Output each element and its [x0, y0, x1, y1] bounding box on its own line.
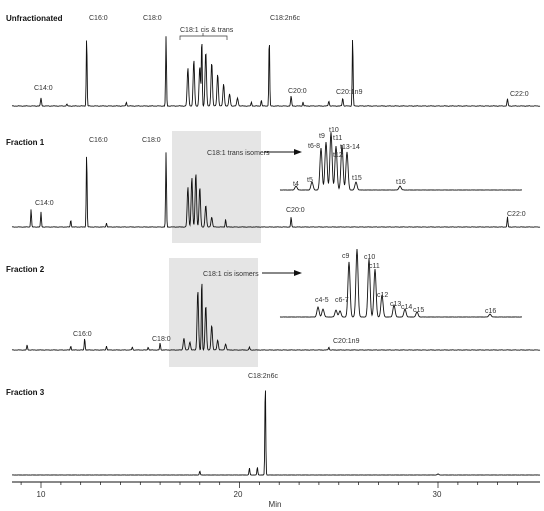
inset-label-t6-8: t6-8	[308, 143, 320, 150]
arrow-trans-head	[294, 149, 302, 155]
inset-label-t15: t15	[352, 175, 362, 182]
peak-label-c20-0: C20:0	[288, 88, 307, 95]
inset-label-t13-14: t13-14	[340, 144, 360, 151]
peak-label-c20-1n9: C20:1n9	[333, 338, 360, 345]
inset-label-c14: c14	[401, 304, 412, 311]
inset-label-t11: t11	[333, 135, 342, 142]
panel-title-fraction-3: Fraction 3	[6, 388, 45, 397]
peak-label-c18-2n6c: C18:2n6c	[270, 15, 300, 22]
inset-label-t4: t4	[293, 181, 299, 188]
panel-title-fraction-1: Fraction 1	[6, 138, 45, 147]
panel-title-unfractionated: Unfractionated	[6, 14, 63, 23]
peak-label-c16-0: C16:0	[89, 137, 108, 144]
inset-label-c10: c10	[364, 254, 375, 261]
inset-label-t9: t9	[319, 133, 325, 140]
inset-label-c12: c12	[377, 292, 388, 299]
x-axis-minor-ticks	[20, 482, 518, 488]
x-tick-label-20: 20	[234, 490, 243, 499]
peak-label-c18-0: C18:0	[143, 15, 162, 22]
peak-label-c18-0: C18:0	[142, 137, 161, 144]
peak-label-c20-1n9: C20:1n9	[336, 89, 363, 96]
x-tick-label-10: 10	[37, 490, 46, 499]
arrow-cis-head	[294, 270, 302, 276]
peak-label-c20-0: C20:0	[286, 207, 305, 214]
x-tick-label-30: 30	[433, 490, 442, 499]
peak-label-c18-1-cis-trans: C18:1 cis & trans	[180, 27, 234, 34]
peak-label-c22-0: C22:0	[507, 211, 526, 218]
highlight-label-cis: C18:1 cis isomers	[203, 271, 259, 278]
trace-fraction-3	[12, 390, 541, 476]
peak-label-c22-0: C22:0	[510, 91, 529, 98]
peak-label-c18-0: C18:0	[152, 336, 171, 343]
peak-label-c18-2n6c: C18:2n6c	[248, 373, 278, 380]
bracket-c18-1	[179, 33, 228, 40]
inset-label-c15: c15	[413, 307, 424, 314]
inset-label-t12: t12	[333, 152, 343, 159]
inset-label-t16: t16	[396, 179, 406, 186]
trace-fraction-2	[11, 283, 541, 351]
inset-trace-trans	[279, 132, 522, 191]
inset-label-c6-7: c6-7	[335, 297, 349, 304]
inset-label-c11: c11	[369, 263, 380, 270]
inset-label-t10: t10	[329, 127, 339, 134]
peak-label-c14-0: C14:0	[35, 200, 54, 207]
peak-label-c14-0: C14:0	[34, 85, 53, 92]
trace-unfractionated	[11, 36, 541, 107]
inset-label-c13: c13	[390, 301, 401, 308]
inset-trace-cis	[279, 248, 522, 318]
inset-label-c16: c16	[485, 308, 496, 315]
peak-label-c16-0: C16:0	[89, 15, 108, 22]
inset-label-t5: t5	[307, 177, 313, 184]
panel-title-fraction-2: Fraction 2	[6, 265, 45, 274]
x-axis-label: Min	[269, 500, 282, 509]
trace-fraction-1	[11, 152, 541, 228]
peak-label-c16-0: C16:0	[73, 331, 92, 338]
inset-label-c4-5: c4-5	[315, 297, 329, 304]
inset-label-c9: c9	[342, 253, 350, 260]
highlight-label-trans: C18:1 trans isomers	[207, 150, 270, 157]
highlight-region-fraction-1	[172, 131, 261, 243]
